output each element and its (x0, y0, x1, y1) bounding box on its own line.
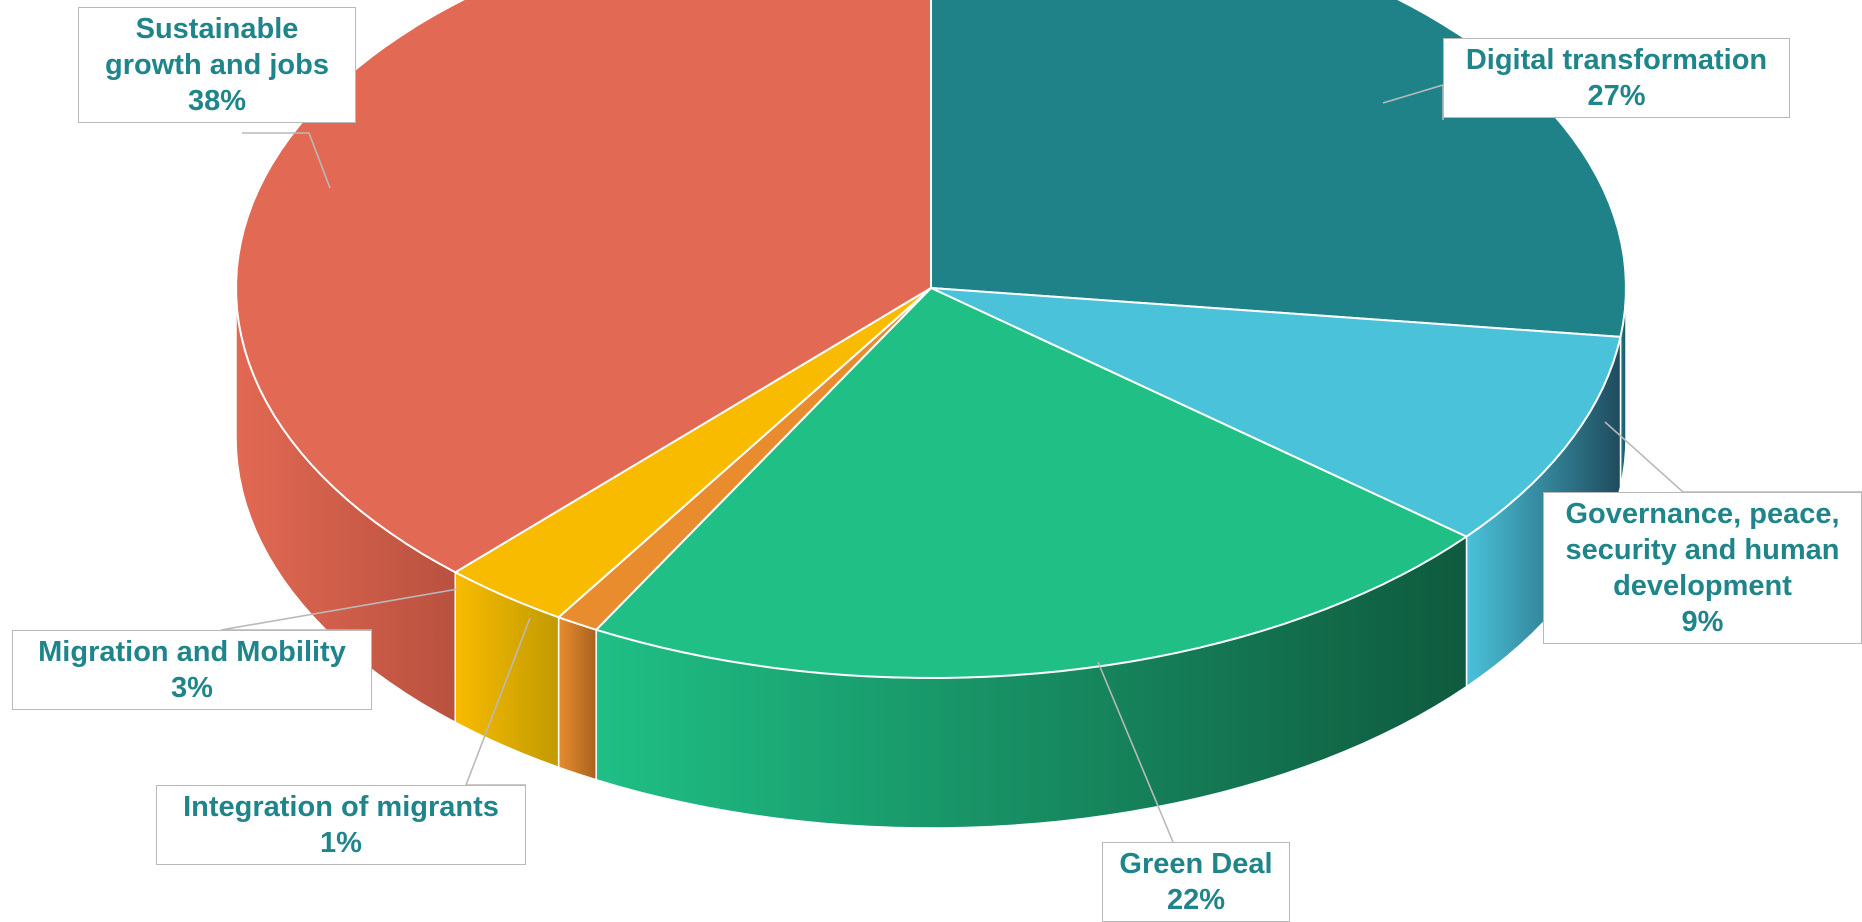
label-sustainable-pct: 38% (187, 85, 247, 117)
pie-slice-5 (235, 0, 932, 574)
leader-line-5 (242, 132, 331, 189)
leader-line-1 (1604, 421, 1862, 493)
label-governance: Governance, peace, security and human de… (1543, 492, 1862, 644)
pie-slice-4 (454, 287, 932, 619)
label-sustainable-line-1: Sustainable (135, 13, 299, 45)
leader-line-2 (1097, 661, 1174, 843)
label-migration-pct: 3% (171, 672, 213, 704)
label-governance-line-1: Governance, peace, (1565, 498, 1840, 530)
label-governance-pct: 9% (1681, 606, 1724, 638)
label-green-deal-pct: 22% (1166, 884, 1226, 916)
label-governance-line-3: development (1613, 570, 1792, 602)
label-sustainable-growth: Sustainable growth and jobs 38% (78, 7, 356, 123)
label-migration-and-mobility: Migration and Mobility 3% (12, 630, 372, 710)
pie-slice-2 (595, 287, 1468, 679)
label-green-deal-name: Green Deal (1119, 848, 1273, 880)
pie-slice-1 (930, 287, 1622, 538)
label-migration-name: Migration and Mobility (38, 636, 346, 668)
label-green-deal: Green Deal 22% (1102, 842, 1290, 922)
label-integration-pct: 1% (320, 827, 362, 859)
label-digital-transformation: Digital transformation 27% (1443, 38, 1790, 118)
label-digital-transformation-name: Digital transformation (1465, 44, 1768, 76)
pie-slice-3 (557, 287, 932, 631)
label-sustainable-line-2: growth and jobs (105, 49, 329, 81)
label-governance-line-2: security and human (1565, 534, 1840, 566)
pie-side-3 (557, 616, 597, 781)
label-digital-transformation-pct: 27% (1587, 80, 1646, 112)
label-integration-name: Integration of migrants (183, 791, 499, 823)
label-integration-of-migrants: Integration of migrants 1% (156, 785, 526, 865)
pie-top-faces (235, 0, 1627, 679)
